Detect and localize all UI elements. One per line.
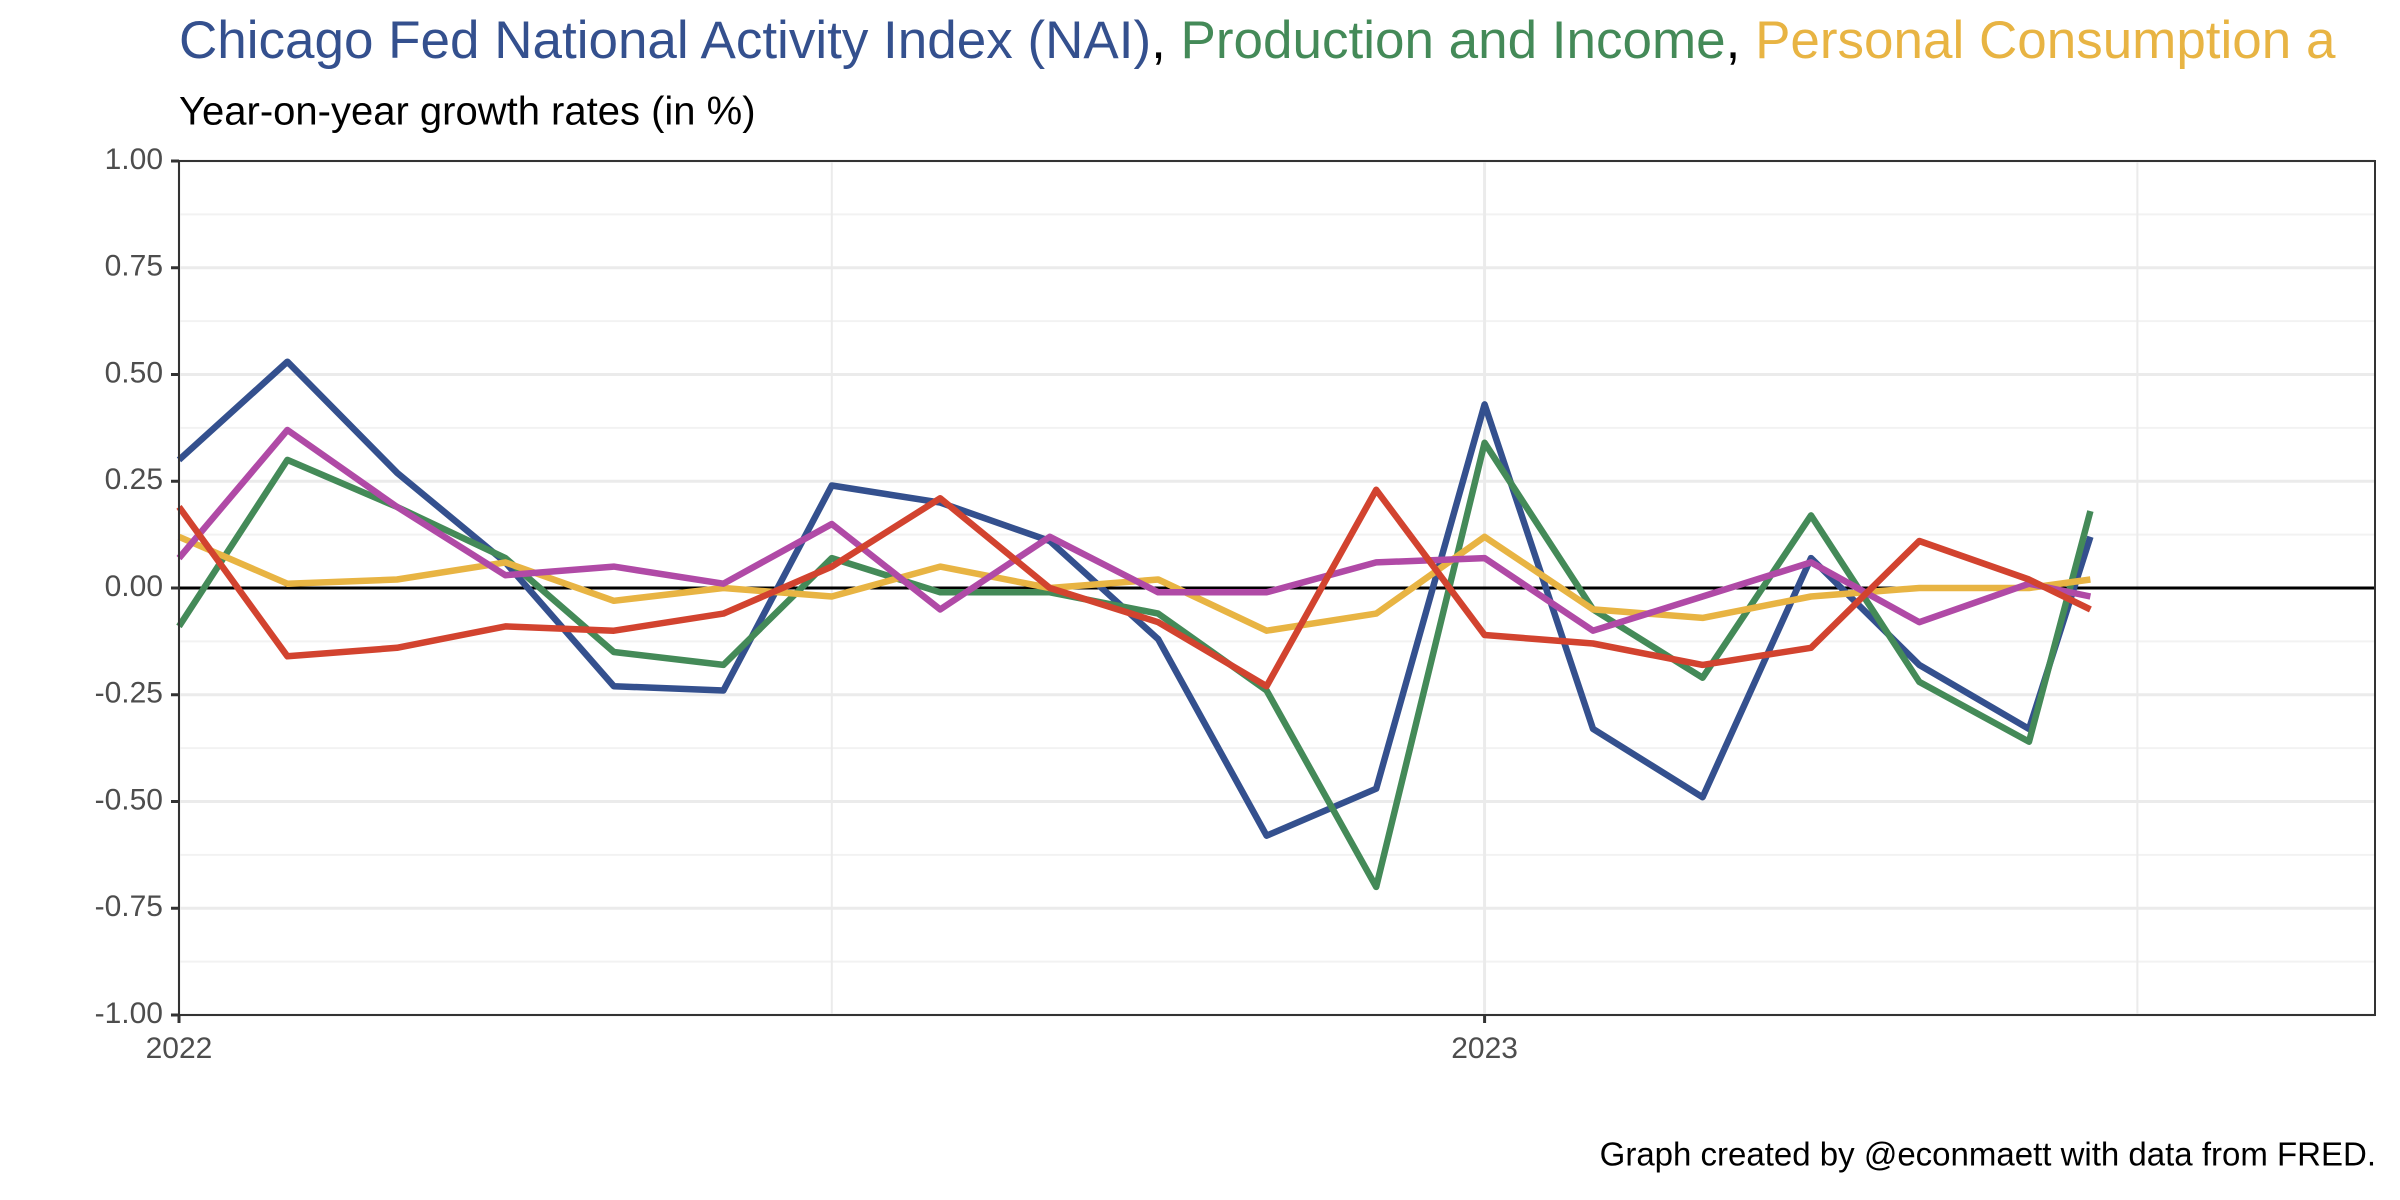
title-series-name: Personal Consumption a bbox=[1755, 11, 2336, 70]
y-tick-label: -1.00 bbox=[95, 997, 163, 1030]
title-series-name: Chicago Fed National Activity Index (NAI… bbox=[179, 11, 1151, 70]
lines bbox=[176, 358, 2094, 891]
series-line bbox=[176, 426, 2092, 634]
y-tick-label: -0.50 bbox=[95, 783, 163, 816]
y-tick-label: 1.00 bbox=[105, 143, 163, 176]
y-tick-label: -0.25 bbox=[95, 677, 163, 710]
y-tick-label: 0.75 bbox=[105, 250, 163, 283]
chart-title: Chicago Fed National Activity Index (NAI… bbox=[179, 11, 2336, 70]
series-line bbox=[177, 533, 2091, 634]
title-series-name: Production and Income bbox=[1181, 11, 1726, 70]
title-separator: , bbox=[1151, 11, 1180, 70]
caption: Graph created by @econmaett with data fr… bbox=[1600, 1136, 2376, 1173]
y-tick-label: 0.25 bbox=[105, 463, 163, 496]
series-line bbox=[176, 486, 2092, 690]
x-tick-label: 2022 bbox=[146, 1032, 213, 1065]
series-line bbox=[176, 439, 2094, 891]
title-separator: , bbox=[1726, 11, 1755, 70]
axes: -1.00 -0.75 -0.50 -0.25 0.00 0.25 0.50 0.75 1.00… bbox=[95, 143, 2376, 1065]
x-tick-label: 2023 bbox=[1451, 1032, 1518, 1065]
y-tick-label: 0.50 bbox=[105, 356, 163, 389]
y-tick-label: 0.00 bbox=[105, 570, 163, 603]
chart-subtitle: Year-on-year growth rates (in %) bbox=[179, 90, 756, 134]
y-tick-label: -0.75 bbox=[95, 890, 163, 923]
